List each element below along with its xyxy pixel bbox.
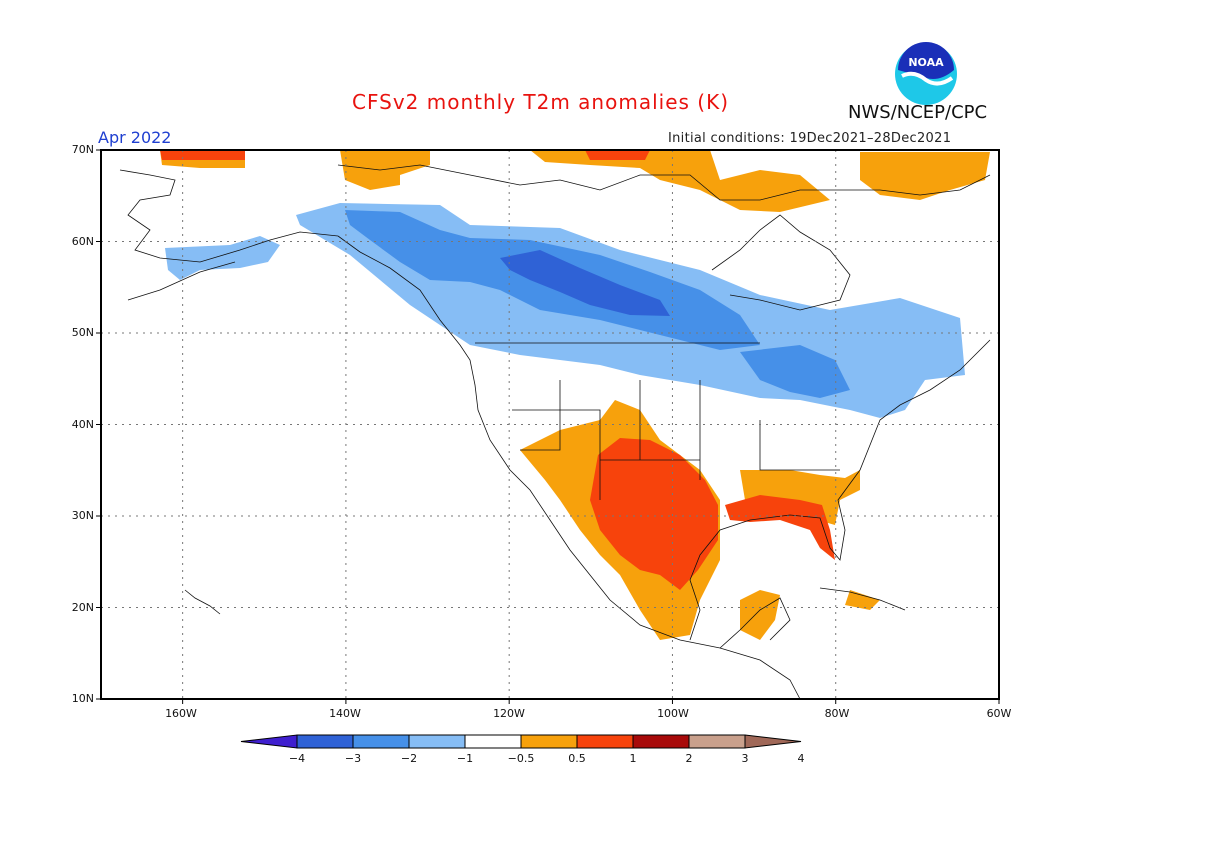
colorbar-swatch bbox=[688, 734, 746, 749]
anomaly-region bbox=[340, 150, 430, 190]
coastline bbox=[184, 589, 221, 615]
colorbar-swatch bbox=[408, 734, 466, 749]
lat-label: 50N bbox=[71, 326, 94, 339]
axis-ticks bbox=[96, 149, 1000, 704]
anomaly-region bbox=[585, 150, 650, 160]
anomaly-region bbox=[530, 150, 830, 212]
colorbar-label: 0.5 bbox=[568, 752, 586, 765]
noaa-logo: NOAA bbox=[895, 42, 957, 105]
anomaly-region bbox=[845, 590, 880, 610]
colorbar-swatch bbox=[352, 734, 410, 749]
lat-label: 70N bbox=[71, 143, 94, 156]
coastline bbox=[689, 339, 991, 641]
colorbar-swatch bbox=[296, 734, 354, 749]
lat-label: 40N bbox=[71, 418, 94, 431]
org-name: NWS/NCEP/CPC bbox=[848, 102, 988, 123]
lat-label: 20N bbox=[71, 601, 94, 614]
colorbar-label: −4 bbox=[288, 752, 306, 765]
anomaly-region bbox=[740, 590, 780, 640]
colorbar-label: −3 bbox=[344, 752, 362, 765]
coastlines bbox=[119, 164, 991, 700]
lon-label: 120W bbox=[493, 707, 525, 720]
colorbar bbox=[240, 734, 802, 749]
lon-label: 140W bbox=[329, 707, 361, 720]
anomaly-region bbox=[740, 345, 850, 398]
anomaly-region bbox=[160, 150, 245, 160]
graticule bbox=[101, 150, 999, 699]
coastline bbox=[719, 597, 791, 649]
colorbar-swatch bbox=[632, 734, 690, 749]
coastline bbox=[819, 587, 906, 611]
anomaly-region bbox=[860, 152, 990, 200]
colorbar-label: −0.5 bbox=[507, 752, 535, 765]
coastline bbox=[127, 261, 236, 301]
lon-label: 80W bbox=[824, 707, 850, 720]
colorbar-label: 2 bbox=[685, 752, 693, 765]
colorbar-label: −2 bbox=[400, 752, 418, 765]
colorbar-swatch bbox=[520, 734, 578, 749]
forecast-period: Apr 2022 bbox=[98, 128, 172, 147]
colorbar-arrow-low bbox=[240, 734, 298, 749]
lat-label: 60N bbox=[71, 235, 94, 248]
lon-label: 60W bbox=[986, 707, 1012, 720]
lon-label: 160W bbox=[165, 707, 197, 720]
anomaly-region bbox=[740, 470, 860, 525]
noaa-logo-text: NOAA bbox=[908, 56, 944, 69]
colorbar-arrow-high bbox=[744, 734, 802, 749]
coastline bbox=[337, 235, 801, 700]
coastline bbox=[337, 164, 991, 201]
coastline bbox=[512, 409, 601, 500]
colorbar-label: 3 bbox=[741, 752, 749, 765]
anomaly-region bbox=[500, 250, 670, 316]
lat-label: 10N bbox=[71, 692, 94, 705]
anomaly-region bbox=[725, 495, 835, 560]
coastline bbox=[520, 380, 561, 451]
colorbar-label: 4 bbox=[797, 752, 805, 765]
colorbar-swatch bbox=[576, 734, 634, 749]
coastline bbox=[119, 169, 339, 263]
lat-label: 30N bbox=[71, 509, 94, 522]
map-title: CFSv2 monthly T2m anomalies (K) bbox=[352, 90, 729, 114]
colorbar-label: −1 bbox=[456, 752, 474, 765]
anomaly-field bbox=[160, 150, 990, 640]
initial-conditions: Initial conditions: 19Dec2021–28Dec2021 bbox=[668, 131, 952, 146]
anomaly-region bbox=[165, 236, 280, 280]
anomaly-region bbox=[590, 438, 718, 590]
lon-label: 100W bbox=[657, 707, 689, 720]
coastline bbox=[711, 214, 851, 311]
colorbar-swatch bbox=[464, 734, 522, 749]
colorbar-label: 1 bbox=[629, 752, 637, 765]
coastline bbox=[759, 420, 840, 471]
